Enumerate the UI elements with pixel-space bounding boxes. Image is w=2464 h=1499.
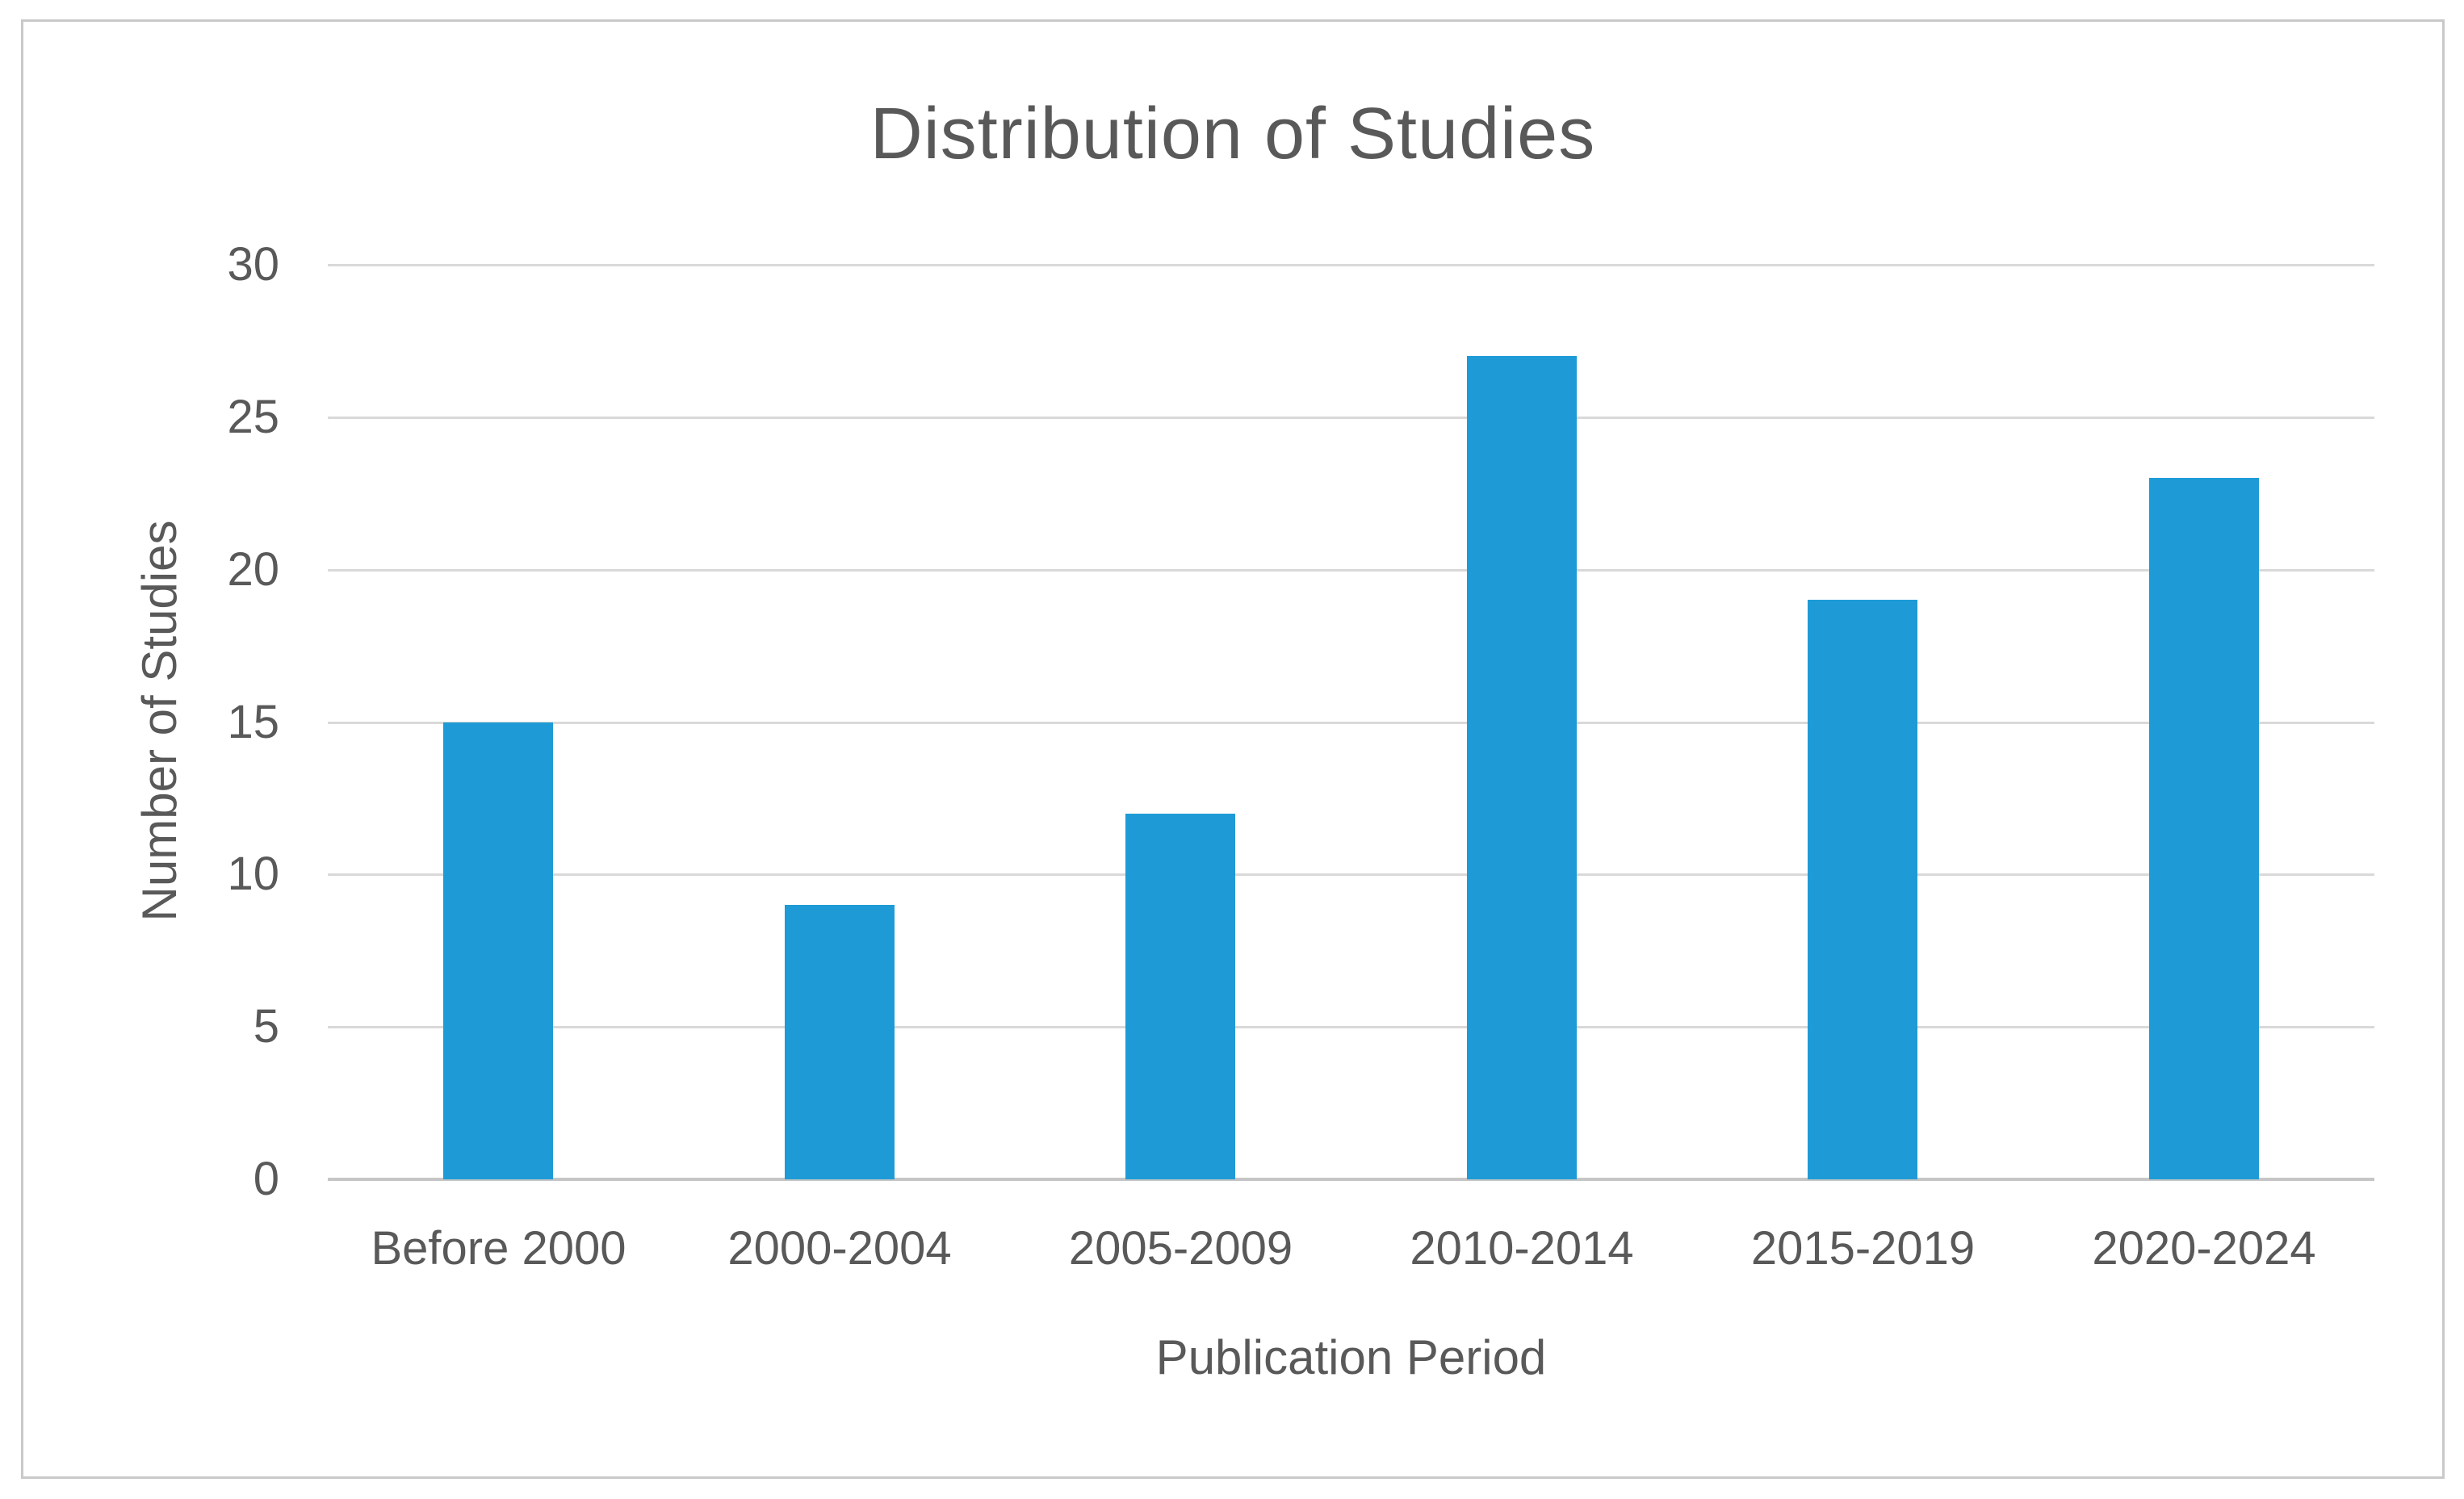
x-axis-title: Publication Period — [1155, 1330, 1547, 1384]
x-tick-label-2000-2004: 2000-2004 — [727, 1222, 952, 1275]
bar-2015-2019 — [1808, 600, 1918, 1179]
gridline-y-30 — [328, 264, 2374, 266]
y-tick-label-15: 15 — [227, 695, 279, 748]
x-axis-line — [328, 1178, 2374, 1181]
bar-2005-2009 — [1125, 813, 1236, 1179]
gridline-y-5 — [328, 1026, 2374, 1029]
gridline-y-10 — [328, 873, 2374, 877]
x-tick-label-2005-2009: 2005-2009 — [1068, 1222, 1293, 1275]
bar-before-2000 — [443, 722, 554, 1179]
x-tick-label-2020-2024: 2020-2024 — [2092, 1222, 2316, 1275]
chart-title: Distribution of Studies — [870, 94, 1596, 174]
x-tick-label-before-2000: Before 2000 — [371, 1222, 626, 1275]
y-tick-label-25: 25 — [227, 390, 279, 443]
y-tick-label-0: 0 — [253, 1153, 279, 1205]
y-tick-label-30: 30 — [227, 238, 279, 291]
gridline-y-20 — [328, 568, 2374, 572]
x-tick-label-2015-2019: 2015-2019 — [1750, 1222, 1976, 1275]
gridline-y-15 — [328, 721, 2374, 724]
y-tick-label-5: 5 — [253, 1000, 279, 1053]
bar-2000-2004 — [784, 905, 895, 1179]
bar-2010-2014 — [1466, 356, 1577, 1179]
gridline-y-25 — [328, 416, 2374, 419]
bar-2020-2024 — [2148, 478, 2259, 1179]
y-tick-label-10: 10 — [227, 848, 279, 901]
y-tick-label-20: 20 — [227, 542, 279, 596]
chart-figure: Distribution of Studies Number of Studie… — [21, 19, 2445, 1479]
x-tick-label-2010-2014: 2010-2014 — [1410, 1222, 1634, 1275]
